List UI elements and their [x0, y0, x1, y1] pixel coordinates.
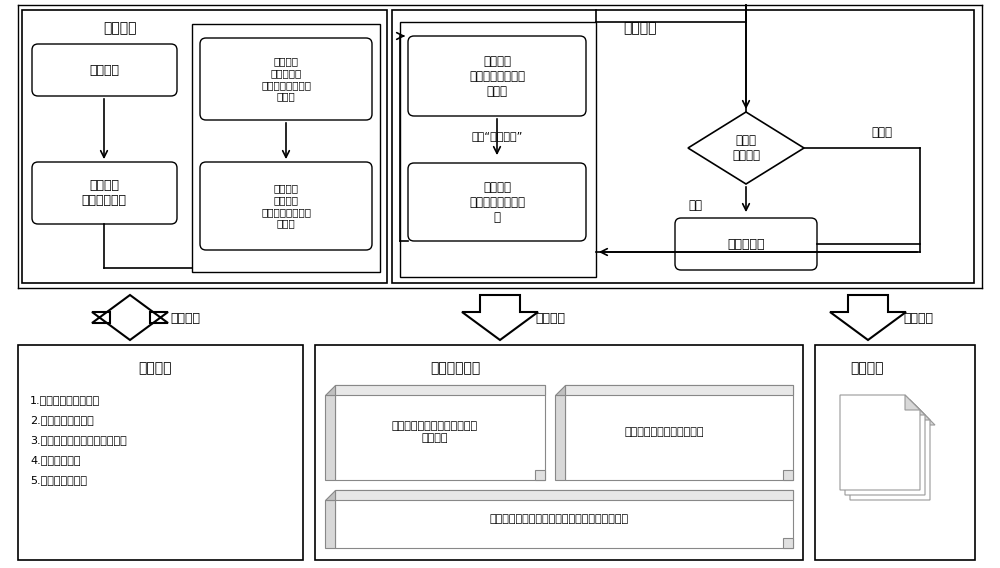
Bar [335, 385, 545, 480]
Bar [335, 490, 793, 548]
FancyBboxPatch shape [408, 36, 586, 116]
Bar [783, 538, 793, 548]
Polygon shape [462, 295, 538, 340]
FancyBboxPatch shape [32, 162, 177, 224]
Text: 计划项目: 计划项目 [103, 21, 137, 35]
Text: 项目一览报表: 项目一览报表 [430, 361, 480, 375]
Text: 4.更换成员通知: 4.更换成员通知 [30, 455, 80, 465]
Polygon shape [910, 400, 925, 415]
Text: 不通过: 不通过 [872, 126, 893, 139]
Bar [565, 385, 793, 395]
Text: 各节点输入条件、输出成果文件明细及缺失原因: 各节点输入条件、输出成果文件明细及缺失原因 [489, 514, 629, 524]
Polygon shape [92, 295, 168, 340]
Bar [192, 24, 380, 272]
FancyBboxPatch shape [200, 38, 372, 120]
Bar [335, 490, 793, 500]
FancyBboxPatch shape [32, 44, 177, 96]
Text: 发起会
签或审批: 发起会 签或审批 [732, 134, 760, 162]
FancyBboxPatch shape [675, 218, 817, 270]
Polygon shape [688, 112, 804, 184]
FancyBboxPatch shape [408, 163, 586, 241]
Text: 消息中心: 消息中心 [138, 361, 172, 375]
Text: 选择适用
的轨道图模板: 选择适用 的轨道图模板 [82, 179, 126, 207]
Text: 自动形成: 自动形成 [535, 311, 565, 324]
Text: 完成该节
点输出成果文件上
传: 完成该节 点输出成果文件上 传 [469, 181, 525, 223]
Bar [22, 10, 387, 283]
Bar [335, 385, 545, 395]
Bar [815, 345, 975, 560]
Polygon shape [905, 395, 920, 410]
Text: 参考“管理工具”: 参考“管理工具” [471, 131, 523, 141]
Text: 自动形成: 自动形成 [903, 311, 933, 324]
Polygon shape [325, 490, 335, 500]
Text: 2.项目调整计划通知: 2.项目调整计划通知 [30, 415, 94, 425]
Polygon shape [915, 405, 930, 420]
FancyBboxPatch shape [200, 162, 372, 250]
Polygon shape [845, 400, 925, 495]
Text: 完成该节点: 完成该节点 [727, 237, 765, 250]
Bar [315, 345, 803, 560]
Polygon shape [840, 395, 920, 490]
Polygon shape [325, 385, 335, 395]
Bar [555, 395, 565, 480]
Text: 5.其他通知。。。: 5.其他通知。。。 [30, 475, 87, 485]
Text: 自动触发: 自动触发 [170, 311, 200, 324]
Bar [392, 10, 974, 283]
Bar [783, 470, 793, 480]
Polygon shape [920, 410, 935, 425]
Polygon shape [830, 295, 906, 340]
Polygon shape [555, 385, 565, 395]
Bar [18, 345, 303, 560]
Text: 创建项目: 创建项目 [89, 64, 119, 77]
Text: 完成单个
节点的输入条件文
件上传: 完成单个 节点的输入条件文 件上传 [469, 55, 525, 98]
Text: 1.被分配到项目的通知: 1.被分配到项目的通知 [30, 395, 100, 405]
Text: 通过: 通过 [688, 198, 702, 211]
Polygon shape [855, 410, 935, 505]
Bar [325, 500, 335, 548]
Bar [400, 22, 596, 277]
Text: 分配角色
及项目成员
（项目开始前或进
行中）: 分配角色 及项目成员 （项目开始前或进 行中） [261, 57, 311, 102]
Text: 3.成果会签或审核不通过的通知: 3.成果会签或审核不通过的通知 [30, 435, 127, 445]
Bar [325, 395, 335, 480]
Bar [565, 385, 793, 480]
Text: 项目执行: 项目执行 [623, 21, 657, 35]
Text: 项目日历: 项目日历 [850, 361, 884, 375]
Text: 各专业工作节点完成率统计: 各专业工作节点完成率统计 [624, 427, 704, 437]
Bar [535, 470, 545, 480]
Text: 项目工作节点完成、逾期、未
完成占比: 项目工作节点完成、逾期、未 完成占比 [392, 421, 478, 443]
Polygon shape [850, 405, 930, 500]
Text: 调整项目
轨道计划
（项目开始前或进
行中）: 调整项目 轨道计划 （项目开始前或进 行中） [261, 183, 311, 228]
